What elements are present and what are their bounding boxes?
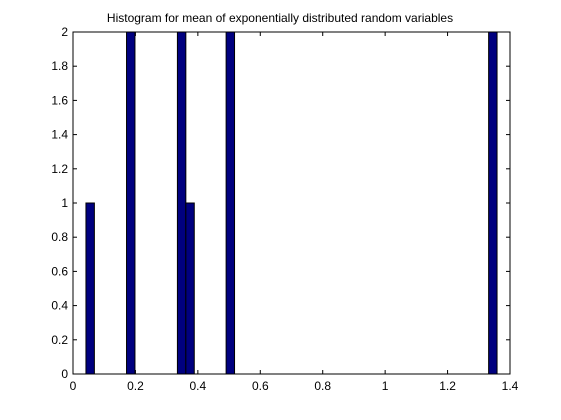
y-tick-label: 0.4	[51, 299, 68, 313]
y-tick-label: 2	[61, 25, 68, 39]
histogram-bar-2	[176, 31, 187, 375]
y-tick-label: 1	[61, 196, 68, 210]
bars-layer	[85, 31, 498, 375]
y-tick-label: 0.2	[51, 333, 68, 347]
y-tick-label: 0.6	[51, 264, 68, 278]
histogram-bar-4	[225, 31, 236, 375]
x-tick-label: 1.4	[502, 379, 519, 393]
ticks-layer: 0 0.2 0.4 0.6 0.8 1 1.2 1.4 0 0.2 0.4 0.6 0.8 1 1.2 1.4…	[51, 25, 518, 393]
y-tick-label: 1.2	[51, 162, 68, 176]
x-tick-label: 0	[70, 379, 77, 393]
y-tick-label: 1.8	[51, 59, 68, 73]
x-tick-label: 0.2	[127, 379, 144, 393]
histogram-bar-1	[126, 31, 136, 375]
x-tick-label: 0.4	[190, 379, 207, 393]
plot-area	[72, 31, 511, 375]
x-tick-label: 1.2	[439, 379, 456, 393]
x-tick-label: 1	[382, 379, 389, 393]
y-tick-label: 1.6	[51, 93, 68, 107]
histogram-bar-0	[85, 202, 95, 375]
histogram-bar-5	[488, 31, 498, 375]
y-tick-label: 0.8	[51, 230, 68, 244]
y-tick-label: 0	[61, 367, 68, 381]
histogram-bar-3	[185, 202, 195, 375]
chart-title: Histogram for mean of exponentially dist…	[107, 11, 453, 25]
y-tick-label: 1.4	[51, 128, 68, 142]
x-tick-label: 0.8	[314, 379, 331, 393]
x-tick-label: 0.6	[252, 379, 269, 393]
